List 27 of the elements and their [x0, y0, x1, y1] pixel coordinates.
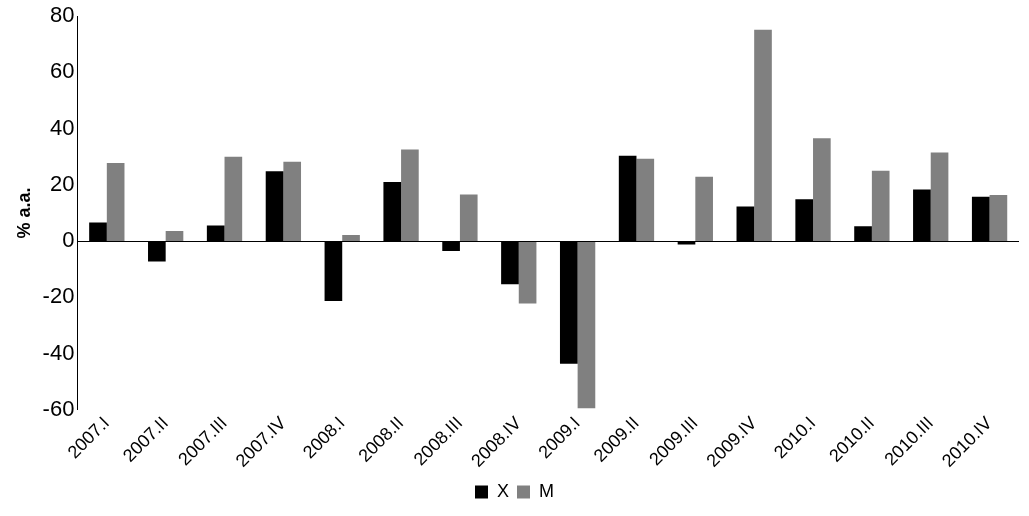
- y-axis-title: % a.a.: [13, 187, 34, 239]
- y-tick-label: 20: [49, 170, 75, 196]
- bar: [754, 29, 772, 242]
- bar: [518, 241, 537, 304]
- bar: [283, 161, 302, 242]
- y-tick-label: 0: [62, 227, 75, 253]
- y-tick-label: -40: [42, 339, 75, 365]
- legend-label: M: [539, 480, 555, 501]
- y-tick-label: -60: [42, 395, 75, 421]
- legend-label: X: [497, 480, 510, 501]
- y-tick-label: 40: [49, 114, 75, 140]
- bar: [342, 234, 360, 242]
- bar: [695, 176, 713, 242]
- bar: [106, 162, 125, 242]
- bar: [813, 138, 831, 242]
- y-tick-label: 80: [49, 2, 75, 28]
- bar: [459, 194, 478, 242]
- bar: [401, 149, 419, 242]
- bar: [989, 195, 1008, 242]
- bar: [577, 241, 596, 409]
- y-tick-label: -20: [42, 283, 75, 309]
- y-tick-label: 60: [49, 58, 75, 84]
- bar: [224, 156, 243, 242]
- bar: [930, 152, 949, 242]
- bar: [636, 158, 655, 242]
- bar: [871, 170, 890, 242]
- bar: [165, 231, 184, 242]
